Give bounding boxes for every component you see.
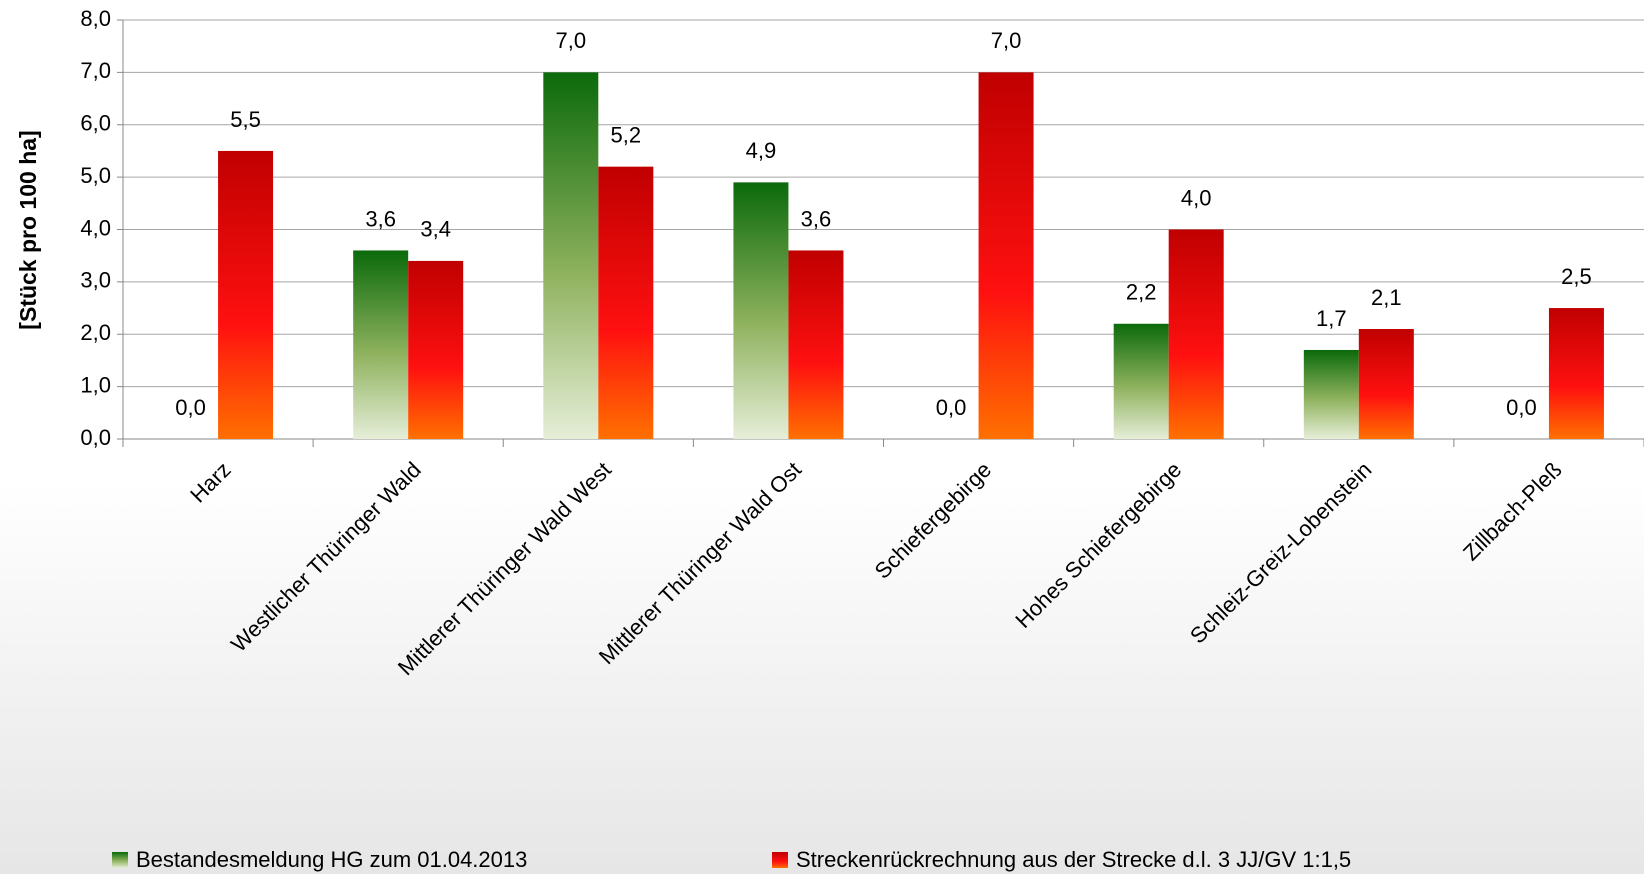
y-tick-label: 2,0 [80,320,111,345]
x-tick-label: Schleiz-Greiz-Lobenstein [1185,457,1376,648]
value-label: 2,2 [1126,280,1157,305]
value-label: 7,0 [556,28,587,53]
bar [1168,229,1224,439]
y-tick-label: 5,0 [80,163,111,188]
legend-label: Streckenrückrechnung aus der Strecke d.l… [796,847,1351,872]
y-tick-label: 1,0 [80,372,111,397]
legend-swatch [772,852,788,868]
legend-swatch [112,852,128,868]
x-tick-label: Zillbach-Pleß [1458,457,1566,565]
value-label: 7,0 [991,28,1022,53]
value-label: 0,0 [936,395,967,420]
value-label: 4,0 [1181,185,1212,210]
x-tick-label: Westlicher Thüringer Wald [226,457,426,657]
y-tick-label: 6,0 [80,111,111,136]
y-tick-label: 4,0 [80,215,111,240]
x-tick-label: Hohes Schiefergebirge [1010,457,1186,633]
y-tick-label: 8,0 [80,6,111,31]
value-label: 2,1 [1371,285,1402,310]
bar [788,250,844,439]
bar [353,250,409,439]
x-tick-label: Schiefergebirge [870,457,997,584]
y-tick-label: 3,0 [80,268,111,293]
bar [1113,323,1169,439]
y-tick-label: 7,0 [80,58,111,83]
y-tick-label: 0,0 [80,425,111,450]
value-label: 5,5 [230,107,261,132]
x-tick-label: Harz [185,457,236,508]
bar [598,166,654,439]
bar [218,150,274,439]
value-label: 3,6 [365,206,396,231]
x-tick-label: Mittlerer Thüringer Wald West [393,457,616,680]
value-label: 3,4 [420,217,451,242]
value-label: 0,0 [1506,395,1537,420]
bar [543,72,599,439]
x-tick-label: Mittlerer Thüringer Wald Ost [594,457,806,669]
legend-label: Bestandesmeldung HG zum 01.04.2013 [136,847,527,872]
bar [1303,349,1359,439]
bar [978,72,1034,439]
value-label: 5,2 [611,122,642,147]
value-label: 2,5 [1561,264,1592,289]
value-label: 0,0 [175,395,206,420]
bar [733,182,789,440]
bar [1358,329,1414,439]
bar [1548,308,1604,439]
bar [408,260,464,439]
value-label: 3,6 [801,206,832,231]
y-axis-label: [Stück pro 100 ha] [15,130,41,329]
value-label: 4,9 [746,138,777,163]
value-label: 1,7 [1316,306,1347,331]
